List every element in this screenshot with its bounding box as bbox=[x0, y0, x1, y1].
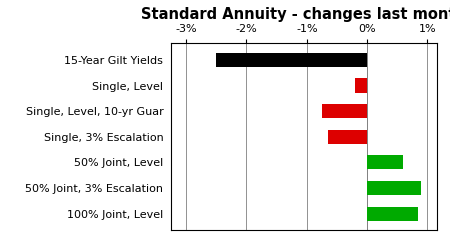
Bar bbox=[216, 53, 367, 67]
Bar bbox=[367, 181, 421, 195]
Bar bbox=[367, 155, 403, 169]
Bar bbox=[367, 207, 419, 221]
Title: Standard Annuity - changes last month: Standard Annuity - changes last month bbox=[141, 7, 450, 22]
Bar bbox=[328, 130, 367, 144]
Bar bbox=[355, 78, 367, 93]
Bar bbox=[322, 104, 367, 118]
